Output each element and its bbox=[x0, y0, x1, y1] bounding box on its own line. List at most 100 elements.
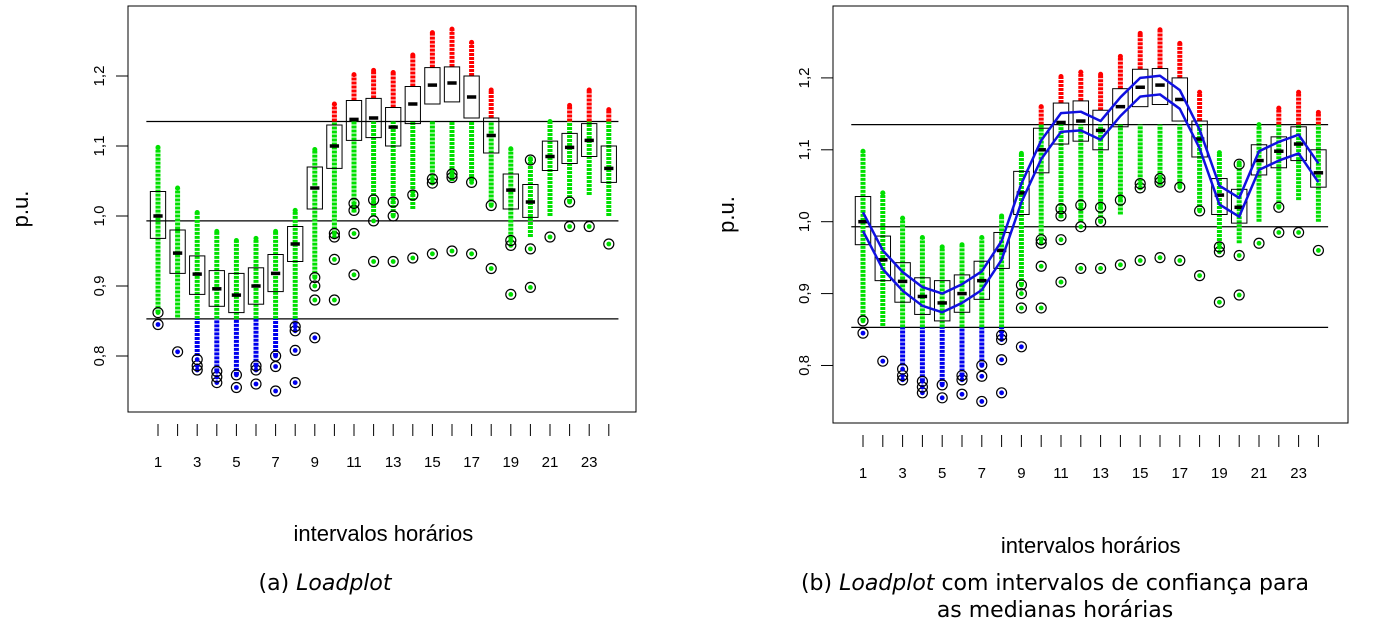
x-tick-label-15: 15 bbox=[424, 454, 441, 471]
box-14 bbox=[404, 86, 421, 125]
outlier-ring-22-0 bbox=[563, 220, 576, 233]
box-4 bbox=[914, 277, 931, 315]
whisker-top-dot-15 bbox=[1137, 30, 1143, 36]
outlier-ring-1-0 bbox=[152, 318, 164, 331]
box-19 bbox=[1211, 178, 1228, 216]
outlier-ring-11-0 bbox=[1055, 276, 1067, 288]
box-6 bbox=[247, 267, 265, 305]
outlier-ring-23-0 bbox=[583, 220, 595, 233]
whisker-top-dot-7 bbox=[979, 235, 985, 241]
outlier-dot-10-3 bbox=[332, 231, 337, 236]
outlier-dot-13-2 bbox=[390, 199, 396, 205]
outlier-dot-3-2 bbox=[194, 357, 200, 362]
caption-a: (a) Loadplot bbox=[160, 570, 490, 597]
whisker-top-dot-21 bbox=[1256, 122, 1262, 128]
outlier-dot-7-2 bbox=[979, 363, 985, 368]
outlier-ring-13-0 bbox=[387, 255, 399, 268]
y-tick-label-0: 0,8 bbox=[91, 346, 108, 367]
y-axis-label: p.u. bbox=[8, 191, 33, 228]
outlier-dot-11-2 bbox=[1058, 213, 1064, 219]
whisker-top-dot-17 bbox=[469, 39, 475, 45]
x-tick-label-17: 17 bbox=[463, 454, 480, 471]
x-tick-label-5: 5 bbox=[232, 454, 240, 471]
outlier-ring-10-1 bbox=[1035, 260, 1047, 272]
outlier-dot-3-0 bbox=[900, 377, 905, 383]
outlier-dot-7-1 bbox=[979, 373, 985, 379]
outlier-dot-1-0 bbox=[860, 330, 866, 336]
outlier-ring-17-1 bbox=[1174, 181, 1186, 193]
outlier-ring-18-0 bbox=[485, 262, 497, 275]
whisker-top-dot-24 bbox=[606, 107, 612, 113]
whisker-top-dot-9 bbox=[1018, 150, 1024, 156]
outlier-dot-10-0 bbox=[1038, 305, 1044, 311]
whisker-top-dot-12 bbox=[1078, 69, 1084, 75]
outlier-dot-6-1 bbox=[959, 377, 965, 383]
outlier-dot-3-2 bbox=[900, 366, 905, 372]
outlier-dot-22-1 bbox=[1276, 204, 1282, 210]
box-24 bbox=[1310, 149, 1327, 188]
outlier-ring-10-1 bbox=[328, 253, 340, 265]
outlier-dot-9-1 bbox=[1019, 305, 1024, 311]
whisker-top-dot-23 bbox=[586, 87, 592, 93]
outlier-dot-10-0 bbox=[332, 297, 337, 303]
y-axis-label: p.u. bbox=[714, 196, 739, 233]
outlier-dot-1-1 bbox=[860, 318, 866, 324]
outlier-dot-8-3 bbox=[999, 332, 1004, 338]
caption-b-prefix: (b) bbox=[800, 571, 833, 596]
outlier-dot-12-2 bbox=[1078, 202, 1084, 208]
whisker-top-dot-1 bbox=[860, 148, 866, 154]
box-16 bbox=[1151, 68, 1169, 105]
outlier-dot-20-2 bbox=[1236, 161, 1242, 167]
outlier-ring-8-3 bbox=[996, 329, 1008, 341]
outlier-ring-9-1 bbox=[309, 294, 321, 306]
outlier-ring-6-2 bbox=[250, 360, 262, 372]
whisker-top-dot-3 bbox=[194, 210, 200, 215]
box-6 bbox=[953, 274, 971, 313]
box-9 bbox=[1013, 170, 1030, 216]
outlier-dot-5-0 bbox=[234, 385, 239, 390]
outlier-ring-9-3 bbox=[1015, 279, 1027, 291]
x-tick-label-7: 7 bbox=[978, 465, 986, 482]
outlier-dot-12-1 bbox=[371, 218, 376, 224]
outlier-ring-5-1 bbox=[936, 379, 948, 391]
outlier-ring-12-1 bbox=[1075, 221, 1087, 233]
chart-panel-a: 1 3 5 7 9 11 13 15 17 19 21 23 0,8 0,9 1,0 1,1 1,2 interv… bbox=[8, 5, 637, 597]
y-tick-label-1: 0,9 bbox=[796, 283, 813, 304]
whisker-top-dot-23 bbox=[1296, 89, 1302, 95]
outlier-dot-7-0 bbox=[273, 388, 278, 394]
outlier-dot-23-0 bbox=[586, 224, 592, 229]
x-tick-label-19: 19 bbox=[502, 454, 519, 471]
whisker-top-dot-4 bbox=[214, 228, 220, 234]
outlier-ring-18-1 bbox=[1194, 205, 1206, 217]
outlier-dot-17-0 bbox=[469, 251, 474, 257]
outlier-dot-16-0 bbox=[449, 248, 455, 254]
outlier-ring-13-2 bbox=[1095, 201, 1107, 213]
outlier-ring-11-3 bbox=[1055, 203, 1067, 215]
y-tick-label-2: 1,0 bbox=[91, 206, 108, 227]
x-tick-label-21: 21 bbox=[542, 454, 559, 471]
outlier-dot-18-0 bbox=[488, 266, 494, 271]
y-tick-label-3: 1,1 bbox=[796, 139, 813, 160]
outlier-dot-2-0 bbox=[880, 358, 886, 364]
x-tick-label-3: 3 bbox=[193, 454, 201, 471]
outlier-dot-4-2 bbox=[920, 378, 925, 384]
whisker-top-dot-14 bbox=[410, 52, 416, 58]
whisker-top-dot-2 bbox=[175, 185, 181, 191]
outlier-ring-1-0 bbox=[857, 327, 869, 339]
whisker-top-dot-14 bbox=[1117, 53, 1123, 59]
whisker-top-dot-13 bbox=[1098, 71, 1104, 77]
outlier-ring-15-0 bbox=[1134, 254, 1146, 267]
box-22 bbox=[1270, 136, 1288, 169]
outlier-dot-6-2 bbox=[959, 373, 965, 378]
outlier-ring-16-0 bbox=[1154, 252, 1166, 264]
outlier-ring-11-3 bbox=[348, 197, 360, 209]
outlier-dot-9-2 bbox=[312, 283, 318, 289]
box-11 bbox=[345, 100, 363, 141]
outlier-ring-6-2 bbox=[956, 369, 968, 382]
outlier-dot-12-0 bbox=[371, 259, 376, 264]
whisker-top-dot-15 bbox=[429, 30, 435, 36]
outlier-ring-15-2 bbox=[1134, 177, 1146, 190]
outlier-dot-19-0 bbox=[1217, 299, 1222, 305]
outlier-ring-11-0 bbox=[348, 269, 360, 281]
box-18 bbox=[1191, 120, 1208, 158]
